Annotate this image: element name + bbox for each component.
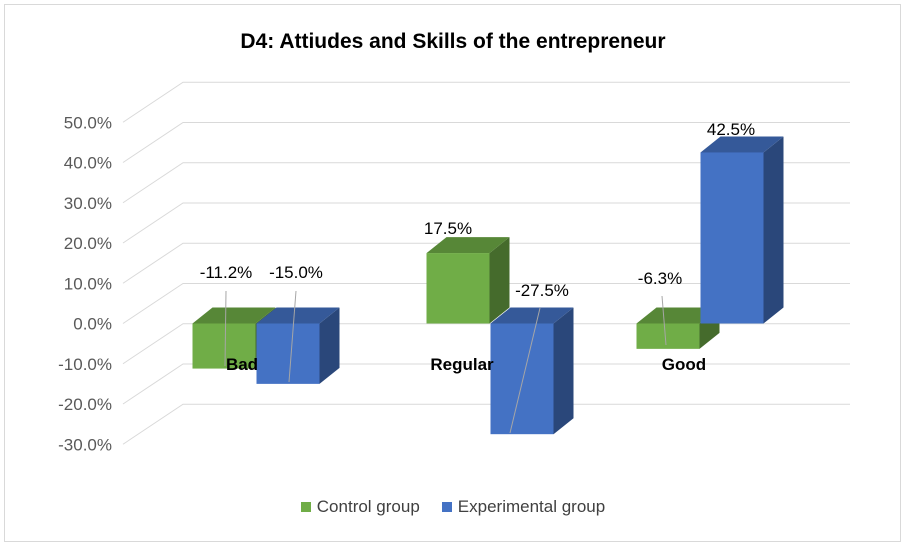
bar-control-bad-top: [192, 307, 276, 324]
legend-item-control: Control group: [300, 497, 420, 517]
bar-experimental-good: [700, 152, 764, 324]
bar-experimental-regular-top: [490, 307, 574, 324]
chart-title: D4: Attiudes and Skills of the entrepren…: [240, 30, 666, 53]
y-tick-label: 0.0%: [73, 315, 112, 334]
bar-experimental-bad-side: [319, 307, 340, 384]
y-tick-label: 20.0%: [64, 234, 112, 253]
legend-swatch-experimental: [441, 502, 452, 512]
bar-control-regular-side: [489, 237, 510, 324]
category-label-good: Good: [662, 355, 706, 374]
bar-experimental-regular-side: [553, 307, 574, 435]
data-label-experimental-good: 42.5%: [707, 120, 755, 139]
bar-experimental-good-side: [763, 136, 784, 324]
gridline: [122, 122, 850, 163]
y-tick-label: 40.0%: [64, 154, 112, 173]
bar-control-bad: [192, 323, 256, 369]
y-tick-label: -20.0%: [58, 395, 112, 414]
category-label-bad: Bad: [226, 355, 258, 374]
y-tick-label: -30.0%: [58, 435, 112, 454]
bar-experimental-bad-top: [256, 307, 340, 324]
data-label-control-bad: -11.2%: [200, 263, 253, 282]
gridline: [122, 403, 850, 445]
bar-control-good-top: [636, 307, 720, 324]
legend: Control group Experimental group: [0, 497, 906, 517]
bar-experimental-regular: [490, 323, 554, 435]
legend-item-experimental: Experimental group: [441, 497, 606, 517]
gridline: [122, 162, 850, 204]
y-tick-label: 10.0%: [64, 274, 112, 293]
legend-label-control: Control group: [316, 497, 420, 516]
gridline: [122, 323, 850, 365]
bar-experimental-bad: [256, 323, 320, 384]
bar-control-regular-top: [426, 237, 510, 254]
data-label-control-good: -6.3%: [638, 269, 682, 288]
bar-control-regular: [426, 253, 490, 324]
leader-line: [661, 295, 667, 346]
y-tick-label: -10.0%: [58, 355, 112, 374]
y-tick-label: 30.0%: [64, 194, 112, 213]
data-label-control-regular: 17.5%: [424, 219, 472, 238]
bar-experimental-good-top: [700, 136, 784, 153]
legend-swatch-control: [300, 502, 311, 512]
leader-line: [224, 290, 227, 367]
data-label-experimental-bad: -15.0%: [269, 263, 323, 282]
gridline: [122, 202, 850, 244]
category-label-regular: Regular: [430, 355, 494, 374]
leader-line: [509, 307, 541, 434]
gridline: [122, 242, 850, 284]
data-label-experimental-regular: -27.5%: [515, 281, 569, 300]
gridline: [122, 283, 850, 324]
gridline: [122, 363, 850, 405]
gridline: [122, 81, 850, 123]
bar-control-good: [636, 323, 700, 349]
y-tick-label: 50.0%: [64, 113, 112, 132]
legend-label-experimental: Experimental group: [457, 497, 606, 516]
leader-line: [288, 290, 297, 383]
